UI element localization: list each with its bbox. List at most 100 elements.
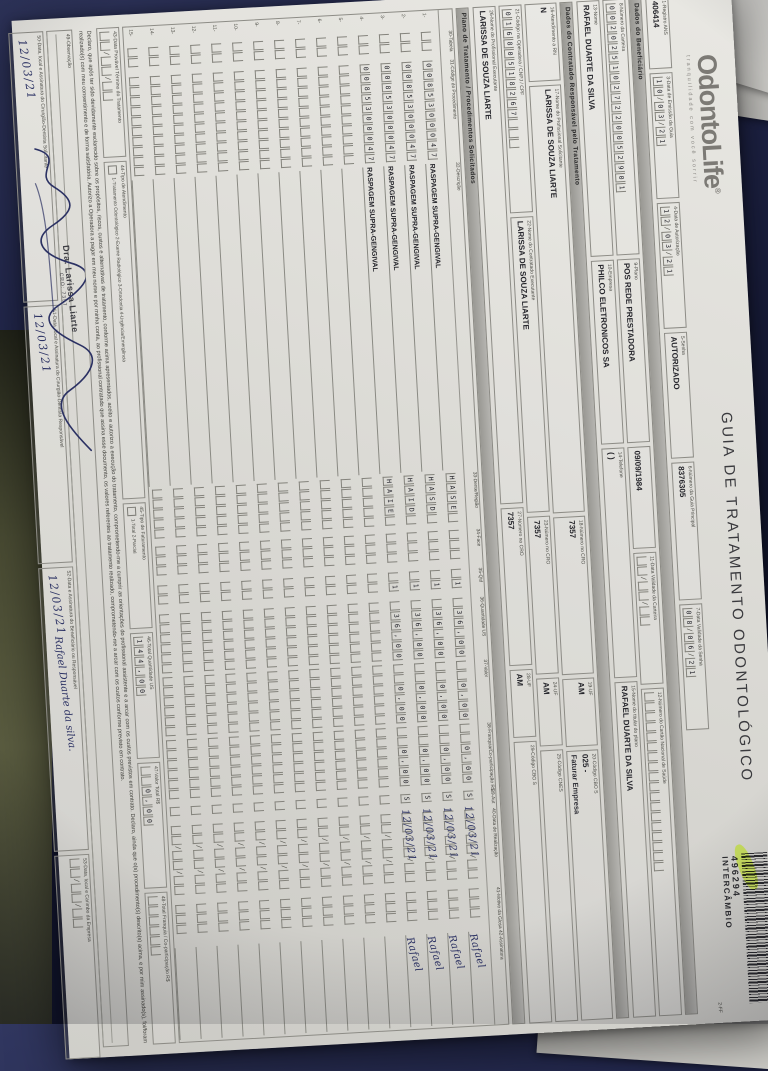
comb-cell: 7 (610, 93, 622, 103)
comb-cell (149, 75, 161, 86)
comb-cell (216, 883, 227, 893)
comb-cell (273, 783, 285, 794)
cell-tabela (271, 39, 293, 66)
comb-cell (315, 37, 327, 47)
comb-cell: 8 (682, 617, 694, 628)
comb-cell (356, 769, 368, 779)
comb-cell (434, 661, 446, 672)
cell-face (320, 536, 343, 573)
comb-cell: 0 (612, 132, 624, 143)
comb-cell (355, 739, 366, 749)
comb-cell: 1 (502, 18, 513, 29)
comb-cell (190, 54, 202, 64)
comb-cell: 6 (390, 621, 402, 631)
comb-cell (203, 661, 215, 672)
cell-face (236, 541, 259, 578)
cell-tabela (313, 37, 335, 64)
comb-cell: 0 (422, 60, 433, 71)
comb-cell (254, 821, 266, 831)
logo-text: OdontoLife (691, 53, 729, 189)
comb-cell (155, 556, 167, 566)
comb-cell (336, 780, 347, 790)
comb-cell (330, 677, 342, 688)
comb-cell (217, 162, 229, 172)
comb-cell (150, 946, 161, 956)
comb-cell (317, 66, 329, 76)
comb-cell (157, 595, 169, 605)
comb-cell (353, 706, 364, 716)
comb-cell (306, 625, 318, 636)
comb-cell (352, 696, 364, 706)
comb-cell (133, 156, 144, 167)
cell-dente (191, 486, 215, 541)
comb-cell (427, 910, 439, 921)
cell-aut (251, 802, 273, 819)
comb-cell (234, 81, 245, 91)
comb-cell (245, 649, 256, 659)
comb-cell (358, 796, 369, 806)
comb-cell: 0 (433, 638, 445, 649)
comb-cell: , (419, 755, 430, 766)
comb-cell (157, 585, 168, 595)
comb-cell: 3 (654, 111, 666, 122)
comb-cell: 6 (506, 98, 518, 109)
comb-cell: 4 (405, 141, 417, 152)
comb-cell (407, 542, 418, 552)
comb-cell (341, 866, 352, 876)
comb-cell: 0 (419, 765, 431, 776)
comb-cell (270, 721, 281, 731)
comb-cell (356, 759, 367, 769)
comb-cell (377, 768, 389, 778)
cell-glosa (382, 892, 405, 933)
comb-cell: 0 (405, 131, 416, 142)
comb-cell (253, 802, 265, 812)
comb-cell (72, 908, 83, 918)
comb-cell (267, 671, 278, 681)
comb-cell (215, 495, 226, 506)
comb-cell (266, 658, 278, 668)
comb-cell (330, 667, 341, 678)
comb-cell: / (342, 861, 352, 866)
comb-cell: 7 (385, 152, 396, 163)
comb-cell (173, 875, 185, 886)
comb-cell (169, 806, 181, 817)
comb-cell (179, 612, 191, 623)
comb-cell (376, 738, 387, 748)
comb-cell (350, 653, 361, 663)
cell-data: / / 12/03/21 (419, 807, 444, 888)
comb-cell (362, 487, 373, 498)
comb-cell (321, 509, 332, 520)
cell-aut (167, 806, 189, 823)
cell-qtd (175, 583, 197, 610)
cell-qtd (280, 578, 302, 605)
field-validade_senha: 7-Data Validade da Senha 0 8/0 6/2 1 (679, 603, 710, 731)
comb-cell (507, 118, 519, 129)
comb-cell (449, 549, 461, 560)
comb-cell (255, 831, 266, 841)
comb-cell (426, 513, 438, 524)
comb-cell (322, 536, 334, 547)
comb-cell (298, 853, 309, 864)
comb-cell (238, 160, 250, 171)
comb-cell (173, 498, 184, 508)
cell-glosa (466, 888, 489, 929)
column-header (440, 11, 452, 28)
comb-cell (210, 777, 221, 787)
comb-cell (302, 547, 313, 558)
comb-cell (154, 529, 165, 539)
comb-cell (237, 514, 248, 525)
comb-cell: 0 (142, 806, 154, 816)
comb-cell (234, 832, 245, 842)
handwritten-date: 12/03/21 (461, 805, 481, 859)
comb-cell (152, 499, 163, 509)
comb-cell (647, 751, 658, 762)
comb-cell (162, 676, 173, 687)
cell-n: 15- (127, 29, 134, 37)
comb-cell (154, 165, 166, 176)
comb-cell (322, 156, 334, 166)
comb-cell (200, 611, 212, 622)
handwritten-date: 12/03/21 (419, 807, 439, 862)
comb-cell (70, 868, 81, 878)
comb-cell (150, 85, 161, 96)
